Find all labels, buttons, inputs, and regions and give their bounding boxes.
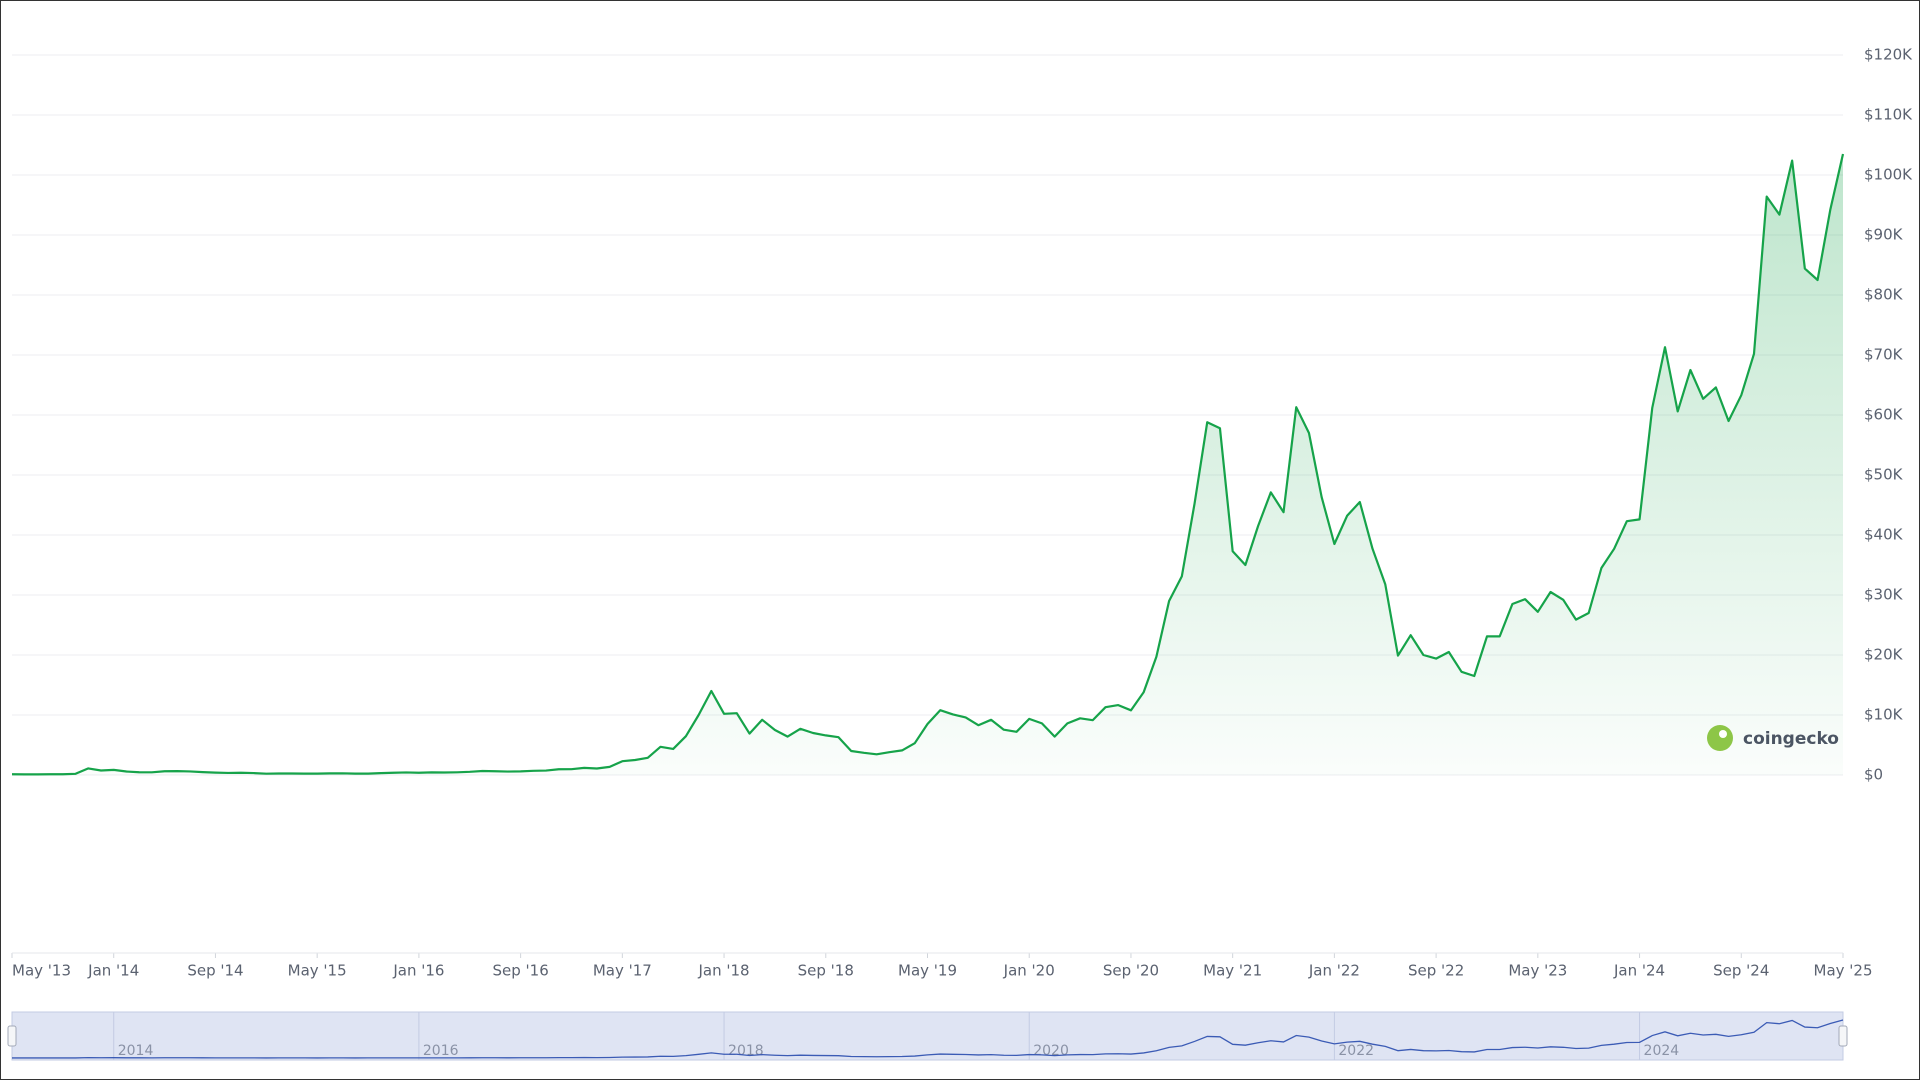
y-tick-label: $90K xyxy=(1864,226,1904,244)
x-tick-label: Jan '14 xyxy=(87,962,139,980)
x-tick-label: Jan '20 xyxy=(1003,962,1055,980)
price-line xyxy=(11,153,1845,776)
navigator-handle xyxy=(7,1025,17,1047)
y-tick-label: $110K xyxy=(1864,106,1913,124)
y-tick-label: $120K xyxy=(1864,46,1913,64)
y-tick-label: $70K xyxy=(1864,346,1904,364)
y-tick-label: $0 xyxy=(1864,766,1883,784)
x-tick-label: Jan '22 xyxy=(1308,962,1360,980)
x-tick-label: Sep '20 xyxy=(1103,962,1159,980)
navigator-label: 2024 xyxy=(1644,1043,1680,1059)
x-tick-label: Sep '22 xyxy=(1408,962,1464,980)
navigator-line xyxy=(12,1019,1844,1059)
logo-eye xyxy=(1719,730,1727,738)
x-tick-label: May '13 xyxy=(12,962,71,980)
x-tick-label: May '23 xyxy=(1508,962,1567,980)
navigator-label: 2014 xyxy=(118,1043,154,1059)
y-tick-label: $30K xyxy=(1864,586,1904,604)
watermark-text: coingecko xyxy=(1743,729,1839,749)
navigator-label: 2022 xyxy=(1338,1043,1374,1059)
x-tick-label: Sep '18 xyxy=(798,962,854,980)
x-tick-label: Sep '16 xyxy=(492,962,548,980)
x-tick-label: Jan '16 xyxy=(392,962,444,980)
navigator-label: 2016 xyxy=(423,1043,459,1059)
x-tick-label: Sep '14 xyxy=(187,962,243,980)
navigator-label: 2020 xyxy=(1033,1043,1069,1059)
x-tick-label: May '15 xyxy=(288,962,347,980)
x-tick-label: Jan '24 xyxy=(1613,962,1665,980)
y-tick-label: $80K xyxy=(1864,286,1904,304)
x-tick-label: May '25 xyxy=(1814,962,1873,980)
x-tick-label: Sep '24 xyxy=(1713,962,1769,980)
y-tick-label: $60K xyxy=(1864,406,1904,424)
y-tick-label: $40K xyxy=(1864,526,1904,544)
y-tick-label: $20K xyxy=(1864,646,1904,664)
x-tick-label: May '21 xyxy=(1203,962,1262,980)
x-tick-label: May '17 xyxy=(593,962,652,980)
y-tick-label: $10K xyxy=(1864,706,1904,724)
logo xyxy=(1707,725,1733,751)
y-tick-label: $50K xyxy=(1864,466,1904,484)
navigator-label: 2018 xyxy=(728,1043,764,1059)
area-fill xyxy=(12,154,1843,775)
y-tick-label: $100K xyxy=(1864,166,1913,184)
watermark: coingecko xyxy=(1707,725,1839,751)
x-tick-label: Jan '18 xyxy=(698,962,750,980)
navigator-handle xyxy=(1838,1025,1848,1047)
x-tick-label: May '19 xyxy=(898,962,957,980)
navigator-bg xyxy=(11,1011,1844,1061)
